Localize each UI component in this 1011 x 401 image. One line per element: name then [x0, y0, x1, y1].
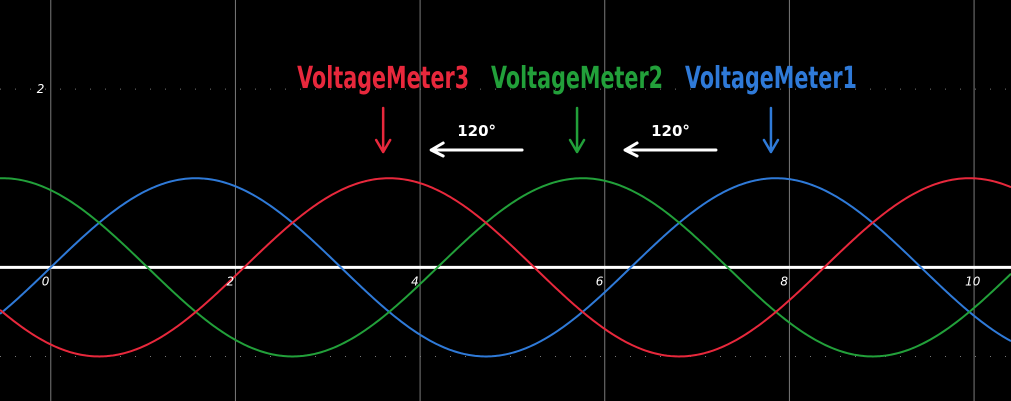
phase-arrow-left: [429, 141, 524, 158]
x-tick-label: 4: [411, 274, 419, 288]
arrow-down-VoltageMeter1: [762, 106, 780, 154]
x-tick-label: 6: [596, 274, 604, 288]
x-tick-label: 10: [965, 274, 981, 288]
series-line-VoltageMeter3: [0, 177, 1011, 358]
phase-shift-label: 120°: [651, 122, 690, 140]
label-VoltageMeter1: VoltageMeter1: [685, 61, 857, 96]
label-VoltageMeter3: VoltageMeter3: [297, 61, 469, 96]
arrow-down-VoltageMeter3: [374, 106, 392, 154]
phase-arrow-left: [623, 141, 718, 158]
phase-shift-label: 120°: [457, 122, 496, 140]
series-line-VoltageMeter2: [0, 177, 1011, 358]
x-tick-label: 2: [226, 274, 234, 288]
y-tick-label: 2: [37, 82, 45, 96]
x-tick-label: 0: [42, 274, 50, 288]
series-lines: [0, 177, 1011, 358]
x-tick-label: 8: [780, 274, 788, 288]
series-line-VoltageMeter1: [0, 177, 1011, 358]
tick-labels: 0 2 4 6 8 10 2: [37, 82, 981, 288]
annotations: VoltageMeter3 VoltageMeter2 VoltageMeter1 1…: [297, 61, 857, 158]
arrow-down-VoltageMeter2: [568, 106, 586, 154]
label-VoltageMeter2: VoltageMeter2: [491, 61, 663, 96]
